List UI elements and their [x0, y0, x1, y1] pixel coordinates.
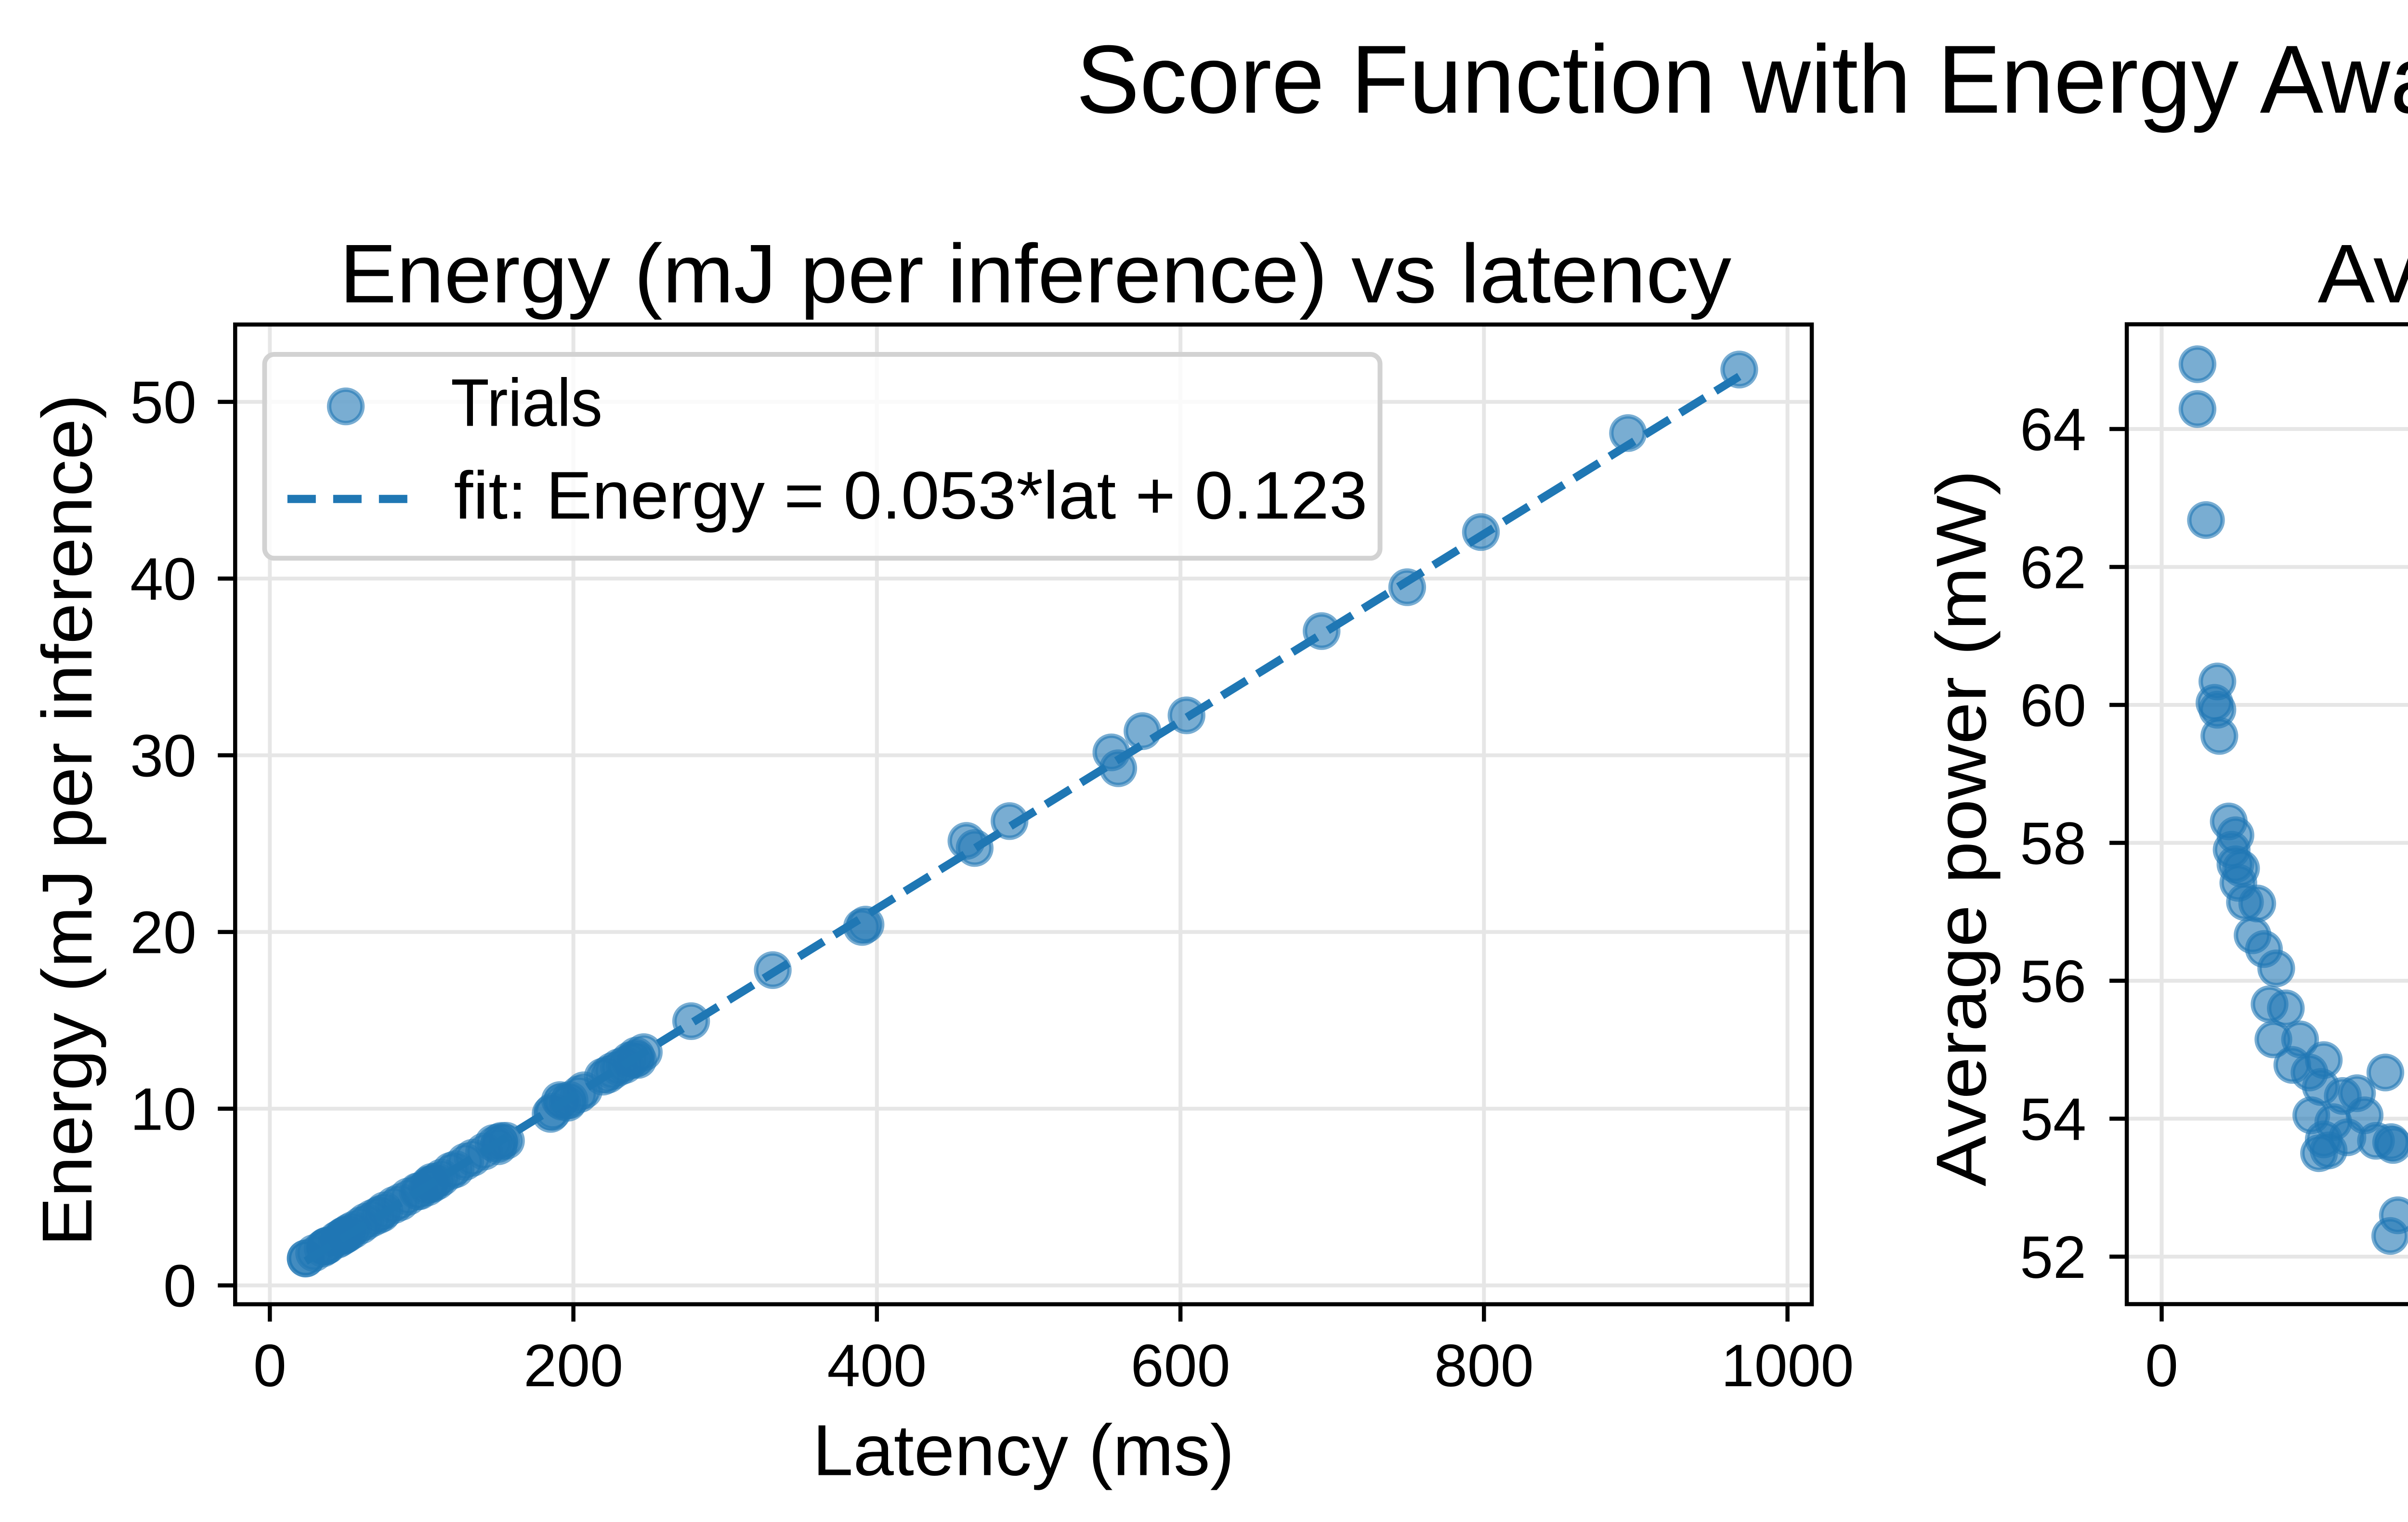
svg-text:800: 800 [1434, 1333, 1534, 1399]
svg-text:40: 40 [130, 546, 196, 613]
svg-text:600: 600 [1131, 1333, 1230, 1399]
svg-text:58: 58 [2020, 811, 2086, 877]
svg-text:Latency (ms): Latency (ms) [812, 1410, 1234, 1491]
svg-text:Score Function with Energy Awa: Score Function with Energy Awareness [1076, 25, 2408, 133]
svg-text:0: 0 [2145, 1333, 2178, 1399]
svg-text:10: 10 [130, 1077, 196, 1143]
svg-text:20: 20 [130, 900, 196, 966]
svg-text:60: 60 [2020, 673, 2086, 739]
svg-text:Average power (mW): Average power (mW) [1922, 470, 2001, 1186]
svg-text:Average power (mW) vs latency: Average power (mW) vs latency [2318, 227, 2408, 320]
svg-text:400: 400 [827, 1333, 927, 1399]
svg-text:Trials: Trials [451, 365, 602, 441]
svg-text:62: 62 [2020, 535, 2086, 601]
svg-text:Energy (mJ per inference): Energy (mJ per inference) [28, 394, 107, 1247]
svg-text:64: 64 [2020, 397, 2086, 463]
svg-text:200: 200 [523, 1333, 623, 1399]
svg-text:30: 30 [130, 723, 196, 790]
svg-text:Energy (mJ per inference) vs l: Energy (mJ per inference) vs latency [340, 227, 1732, 320]
svg-text:50: 50 [130, 370, 196, 436]
svg-text:52: 52 [2020, 1224, 2086, 1291]
svg-text:54: 54 [2020, 1086, 2086, 1153]
svg-text:56: 56 [2020, 949, 2086, 1015]
svg-text:fit: Energy = 0.053*lat + 0.12: fit: Energy = 0.053*lat + 0.123 [454, 457, 1368, 533]
svg-text:1000: 1000 [1721, 1333, 1854, 1399]
svg-text:0: 0 [253, 1333, 287, 1399]
svg-text:0: 0 [163, 1253, 196, 1320]
